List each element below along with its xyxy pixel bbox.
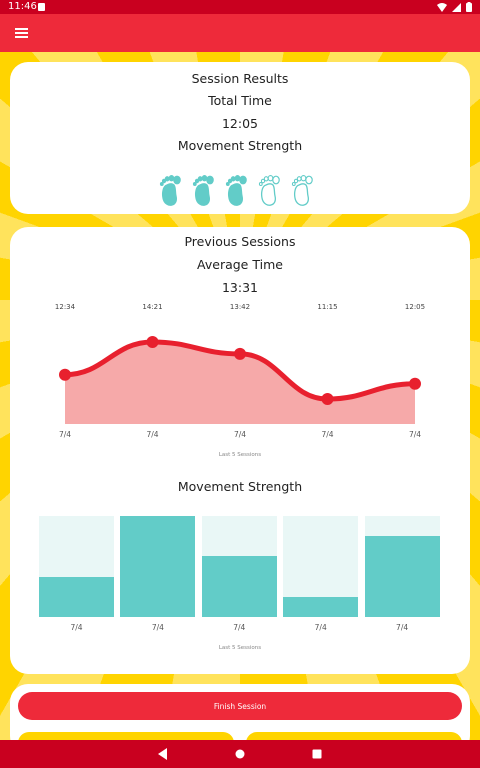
navigation-bar — [0, 740, 480, 768]
bar — [364, 536, 440, 617]
status-time: 11:46 — [8, 1, 37, 12]
bar-track — [120, 516, 196, 617]
bar — [201, 556, 277, 617]
recents-icon[interactable] — [312, 749, 322, 759]
line-chart-x-label: 7/4 — [321, 430, 334, 439]
foot-icon — [225, 175, 247, 206]
line-chart-value-label: 12:05 — [404, 303, 426, 311]
bar-chart-x-label: 7/4 — [396, 623, 409, 632]
average-time-value: 13:31 — [221, 280, 259, 295]
finish-session-button[interactable]: Finish Session — [18, 692, 462, 720]
previous-sessions-title: Previous Sessions — [184, 234, 296, 249]
line-chart-point — [146, 335, 159, 348]
foot-icon — [192, 175, 214, 206]
bar-track — [201, 516, 277, 617]
bar-chart-caption: Last 5 Sessions — [218, 645, 262, 651]
movement-strength-label: Movement Strength — [177, 138, 303, 153]
strength-rating — [158, 173, 316, 207]
sd-card-icon — [38, 3, 45, 11]
bar — [39, 576, 114, 617]
line-chart-x-label: 7/4 — [58, 430, 72, 439]
average-time-label: Average Time — [197, 257, 283, 272]
status-bar: 11:46 — [0, 0, 480, 14]
bar-track — [283, 516, 359, 617]
session-results-title: Session Results — [191, 71, 289, 86]
bar-chart-x-label: 7/4 — [151, 623, 164, 632]
bar-track — [364, 516, 440, 617]
line-chart-caption: Last 5 Sessions — [218, 452, 262, 458]
total-time-label: Total Time — [208, 93, 272, 108]
line-chart-point — [409, 377, 421, 390]
foot-icon — [291, 175, 313, 206]
app-bar — [0, 14, 480, 52]
bar-chart-x-label: 7/4 — [314, 623, 327, 632]
wifi-icon — [437, 2, 447, 12]
line-chart-x-label: 7/4 — [146, 430, 159, 439]
menu-icon[interactable] — [15, 28, 28, 38]
movement-strength-chart-title: Movement Strength — [177, 479, 303, 494]
total-time-value: 12:05 — [221, 116, 259, 131]
line-chart-point — [59, 368, 71, 381]
line-chart-x-label: 7/4 — [408, 430, 422, 439]
foot-icon — [258, 175, 280, 206]
line-chart-value-label: 12:34 — [54, 303, 76, 311]
line-chart-value-label: 13:42 — [229, 303, 251, 311]
line-chart-value-label: 11:15 — [317, 303, 338, 311]
bar — [283, 596, 359, 617]
line-chart-point — [234, 347, 246, 360]
line-chart-value-label: 14:21 — [142, 303, 163, 311]
bar-chart-x-label: 7/4 — [70, 623, 83, 632]
bar-track — [39, 516, 114, 617]
cell-signal-icon — [452, 2, 461, 12]
bar-chart-x-label: 7/4 — [233, 623, 246, 632]
back-icon[interactable] — [158, 748, 168, 760]
bar — [120, 516, 196, 617]
line-chart-x-label: 7/4 — [233, 430, 247, 439]
battery-icon — [466, 2, 472, 12]
foot-icon — [159, 175, 181, 206]
home-icon[interactable] — [235, 749, 245, 759]
line-chart-point — [321, 393, 334, 405]
